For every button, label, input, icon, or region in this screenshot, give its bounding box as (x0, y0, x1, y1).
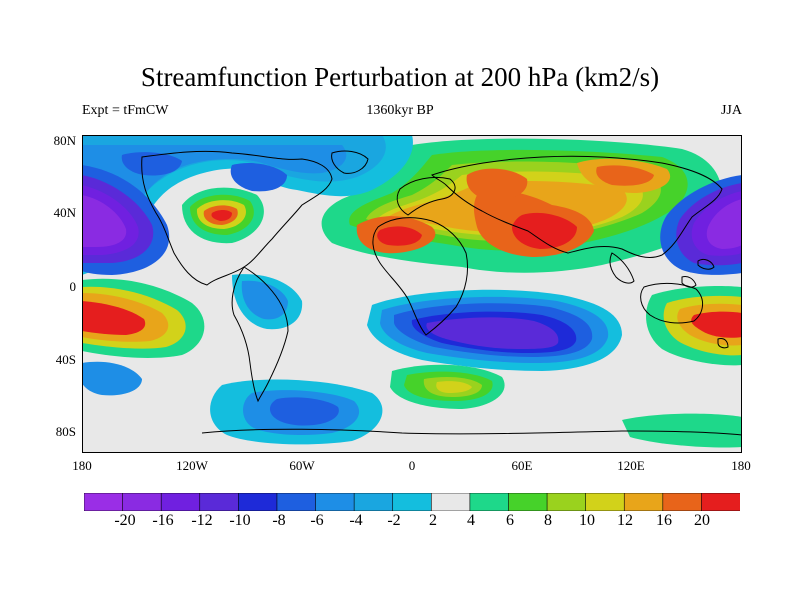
colorbar-label: -6 (310, 512, 324, 529)
streamfunction-map (82, 135, 742, 453)
na-high-red (211, 210, 232, 221)
so-east-high (622, 413, 742, 448)
season-label: JJA (720, 103, 742, 118)
lon-label-60w: 60W (289, 458, 315, 473)
lon-label-60e: 60E (511, 458, 533, 473)
canada-low (230, 163, 287, 192)
colorbar-swatch (508, 493, 548, 511)
alaska-low (121, 152, 182, 176)
lon-label-0: 0 (408, 458, 416, 473)
siberia-high-red (596, 165, 654, 186)
lat-label-40s: 40S (55, 352, 76, 367)
chart-title: Streamfunction Perturbation at 200 hPa (… (140, 62, 660, 92)
colorbar-label: 6 (506, 512, 514, 529)
colorbar-label: 12 (617, 512, 633, 529)
sh-low-purple (426, 317, 559, 349)
colorbar-swatch (199, 493, 240, 511)
colorbar-label: 4 (467, 512, 475, 529)
colorbar-swatch (585, 493, 626, 511)
colorbar-swatch (238, 493, 278, 511)
colorbar-swatch (160, 493, 201, 511)
pacific-low-core (82, 195, 127, 247)
colorbar-label: -4 (349, 512, 363, 529)
map-frame (82, 135, 742, 453)
lon-label-120e: 120E (617, 458, 645, 473)
colorbar-label: -12 (191, 512, 213, 529)
lon-label-180w: 180 (72, 458, 92, 473)
colorbar-swatch (276, 493, 317, 511)
colorbar-swatch (315, 493, 355, 511)
asia-high-red (512, 212, 577, 249)
colorbar-swatch (353, 493, 394, 511)
period-label: 1360kyr BP (366, 103, 434, 118)
epacific-low-core (706, 199, 742, 249)
colorbar-label: 16 (656, 512, 672, 529)
colorbar-swatch (546, 493, 587, 511)
lon-label-180e: 180 (731, 458, 751, 473)
lat-label-80s: 80S (55, 424, 76, 439)
colorbar-label: -10 (229, 512, 251, 529)
lat-label-0: 0 (69, 279, 77, 294)
africa-high-red (377, 226, 422, 246)
colorbar-swatch (84, 493, 124, 511)
samerica-low-core (241, 280, 288, 320)
colorbar-label: -8 (272, 512, 286, 529)
colorbar-label: 8 (544, 512, 552, 529)
colorbar (84, 493, 740, 511)
colorbar-swatch (392, 493, 433, 511)
colorbar-label: -20 (114, 512, 136, 529)
patagonia-low (82, 361, 142, 396)
europe-high-orange-red (466, 168, 528, 201)
colorbar-swatch (122, 493, 162, 511)
lon-label-120w: 120W (176, 458, 208, 473)
so-high-core (436, 381, 472, 393)
colorbar-swatch (662, 493, 703, 511)
coastlines (141, 150, 742, 436)
experiment-label: Expt = tFmCW (82, 103, 169, 118)
so-low-bluer (269, 397, 339, 426)
colorbar-label: 10 (579, 512, 595, 529)
colorbar-label: 20 (694, 512, 710, 529)
colorbar-swatch (701, 493, 740, 511)
aus-high-red (691, 311, 742, 338)
spacific-high-red (82, 301, 146, 335)
lat-label-80n: 80N (53, 133, 76, 148)
lat-label-40n: 40N (53, 205, 76, 220)
colorbar-swatch (469, 493, 510, 511)
colorbar-label: -2 (387, 512, 401, 529)
colorbar-label: -16 (152, 512, 174, 529)
colorbar-swatch (623, 493, 664, 511)
colorbar-label: 2 (429, 512, 437, 529)
colorbar-swatch (430, 493, 471, 511)
